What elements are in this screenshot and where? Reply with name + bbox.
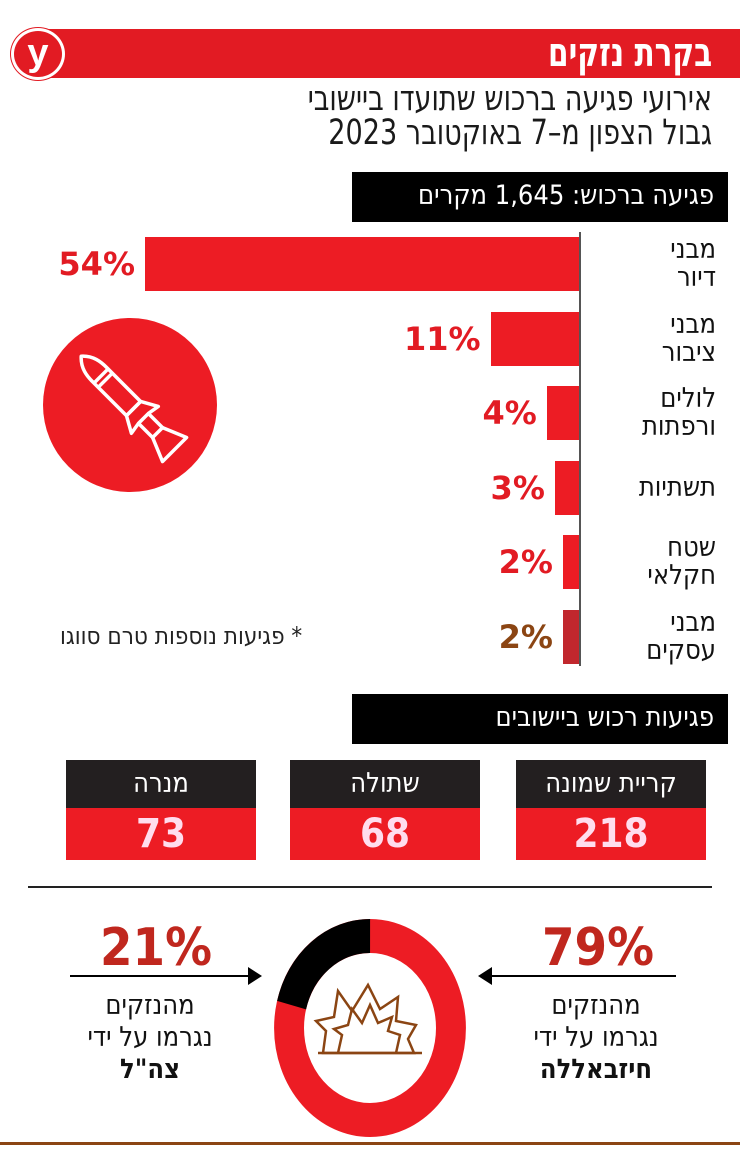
divider <box>28 886 712 888</box>
caption-actor: צה"ל <box>120 1054 180 1085</box>
page-title: בקרת נזקים <box>547 30 712 76</box>
town-card: שתולה 68 <box>290 760 480 860</box>
bar-category-label: לולים ורפתות <box>641 383 716 442</box>
bar-category-label: תשתיות <box>638 471 716 503</box>
donut-chart <box>268 913 472 1147</box>
ynet-logo: y <box>11 28 65 80</box>
hezbollah-caption: מהנזקים נגרמו על ידי חיזבאללה <box>486 990 706 1086</box>
bar-value-label: 54% <box>58 245 135 283</box>
arrow-line-right <box>492 975 676 977</box>
idf-percent: 21% <box>100 918 212 978</box>
bar-category-label: מבני ציבור <box>661 308 716 368</box>
bar <box>546 386 579 440</box>
bar-category-label: מבני עסקים <box>646 606 716 666</box>
caption-line: נגרמו על ידי <box>87 1022 213 1053</box>
idf-caption: מהנזקים נגרמו על ידי צה"ל <box>40 990 260 1086</box>
town-card: מנרה 73 <box>66 760 256 860</box>
bar <box>145 237 579 291</box>
footer-rule <box>0 1142 740 1145</box>
caption-line: מהנזקים <box>105 990 195 1021</box>
arrow-line-left <box>70 975 250 977</box>
town-value: 68 <box>290 808 480 860</box>
bar-value-label: 11% <box>403 319 481 358</box>
footnote: * פגיעות נוספות טרם סווגו <box>60 622 303 650</box>
title-banner <box>40 29 740 78</box>
section-title-property-damage: פגיעה ברכוש: 1,645 מקרים <box>352 172 728 222</box>
bar <box>490 311 579 366</box>
section-title-towns: פגיעות רכוש ביישובים <box>352 694 728 744</box>
town-name: מנרה <box>66 760 256 808</box>
rocket-icon <box>43 318 217 492</box>
arrow-left-icon <box>478 967 492 985</box>
town-value: 218 <box>516 808 706 860</box>
bar-category-label: שטח חקלאי <box>647 532 716 591</box>
subtitle-line-1: אירועי פגיעה ברכוש שתועדו ביישובי <box>307 79 712 119</box>
bar <box>562 609 579 664</box>
subtitle-line-2: גבול הצפון מ–7 באוקטובר 2023 <box>328 113 712 153</box>
caption-actor: חיזבאללה <box>539 1054 653 1085</box>
bar-value-label: 2% <box>498 543 553 581</box>
caption-line: מהנזקים <box>551 990 641 1021</box>
explosion-icon <box>313 982 422 1055</box>
town-name: שתולה <box>290 760 480 808</box>
town-value: 73 <box>66 808 256 860</box>
bar <box>554 460 579 515</box>
bar-category-label: מבני דיור <box>670 234 716 293</box>
bar-value-label: 3% <box>490 468 545 507</box>
town-card: קריית שמונה 218 <box>516 760 706 860</box>
hezbollah-percent: 79% <box>542 918 654 978</box>
bar-value-label: 4% <box>482 394 537 432</box>
subtitle: אירועי פגיעה ברכוש שתועדו ביישובי גבול ה… <box>230 79 712 153</box>
caption-line: נגרמו על ידי <box>533 1022 659 1053</box>
arrow-right-icon <box>248 967 262 985</box>
chart-axis <box>579 232 581 666</box>
town-name: קריית שמונה <box>516 760 706 808</box>
bar <box>562 535 579 589</box>
bar-value-label: 2% <box>498 617 553 656</box>
